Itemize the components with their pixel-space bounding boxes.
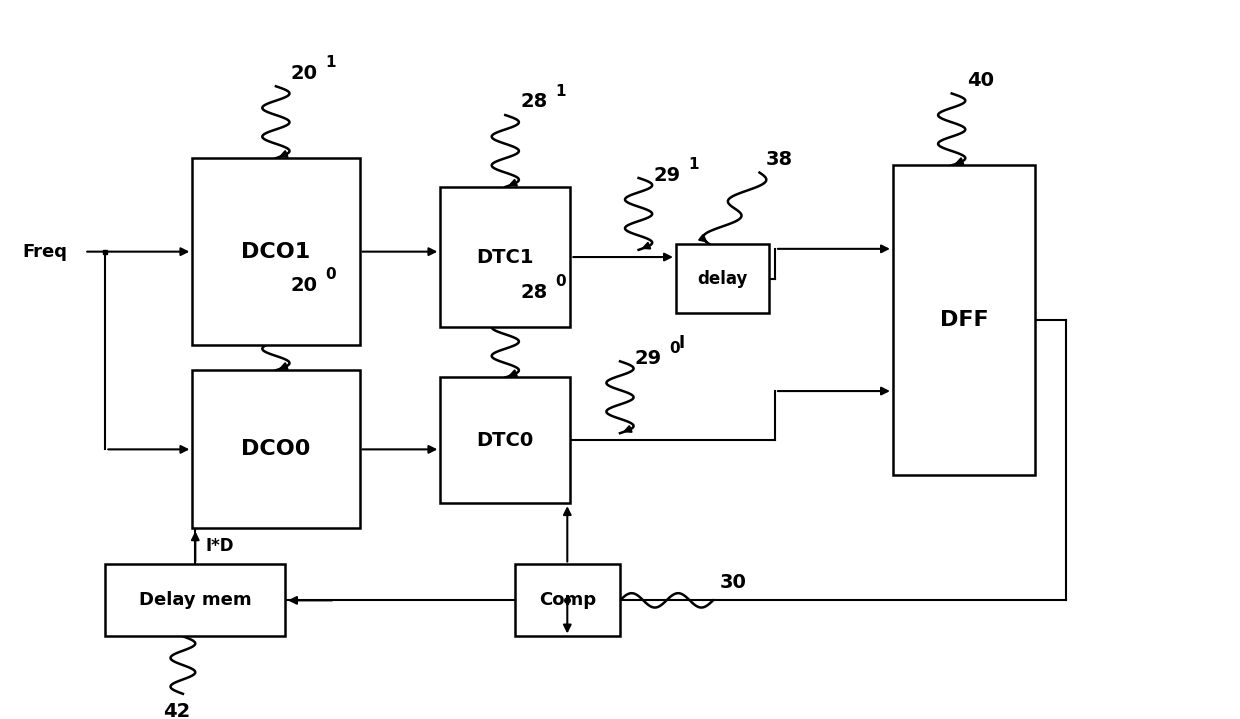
Text: 0: 0 (556, 274, 565, 289)
Text: 29: 29 (635, 349, 662, 369)
Text: 40: 40 (967, 71, 993, 90)
Text: delay: delay (697, 270, 748, 288)
Bar (192, 370, 360, 528)
Bar (893, 165, 1035, 475)
Text: 20: 20 (290, 276, 317, 295)
Text: 42: 42 (164, 702, 190, 719)
Bar (440, 377, 570, 503)
Text: Freq: Freq (22, 242, 67, 261)
Text: Delay mem: Delay mem (139, 591, 252, 610)
Text: DCO0: DCO0 (242, 439, 310, 459)
Bar (105, 564, 285, 636)
Text: 38: 38 (766, 150, 792, 169)
Text: I: I (678, 334, 684, 352)
Text: 0: 0 (670, 341, 681, 356)
Bar (676, 244, 769, 313)
Text: 1: 1 (325, 55, 336, 70)
Text: DFF: DFF (940, 310, 988, 330)
Text: 28: 28 (521, 283, 547, 302)
Text: 30: 30 (719, 573, 746, 592)
Text: Comp: Comp (538, 591, 596, 610)
Text: 28: 28 (521, 93, 547, 111)
Text: 20: 20 (290, 64, 317, 83)
Text: DTC0: DTC0 (476, 431, 534, 450)
Bar (192, 158, 360, 345)
Text: 1: 1 (688, 157, 698, 172)
Text: I*D: I*D (206, 537, 233, 556)
Text: 0: 0 (325, 267, 336, 282)
Bar (440, 187, 570, 327)
Text: DTC1: DTC1 (476, 247, 534, 267)
Bar (515, 564, 620, 636)
Text: 29: 29 (653, 166, 681, 185)
Text: 1: 1 (556, 83, 565, 99)
Text: DCO1: DCO1 (242, 242, 310, 262)
